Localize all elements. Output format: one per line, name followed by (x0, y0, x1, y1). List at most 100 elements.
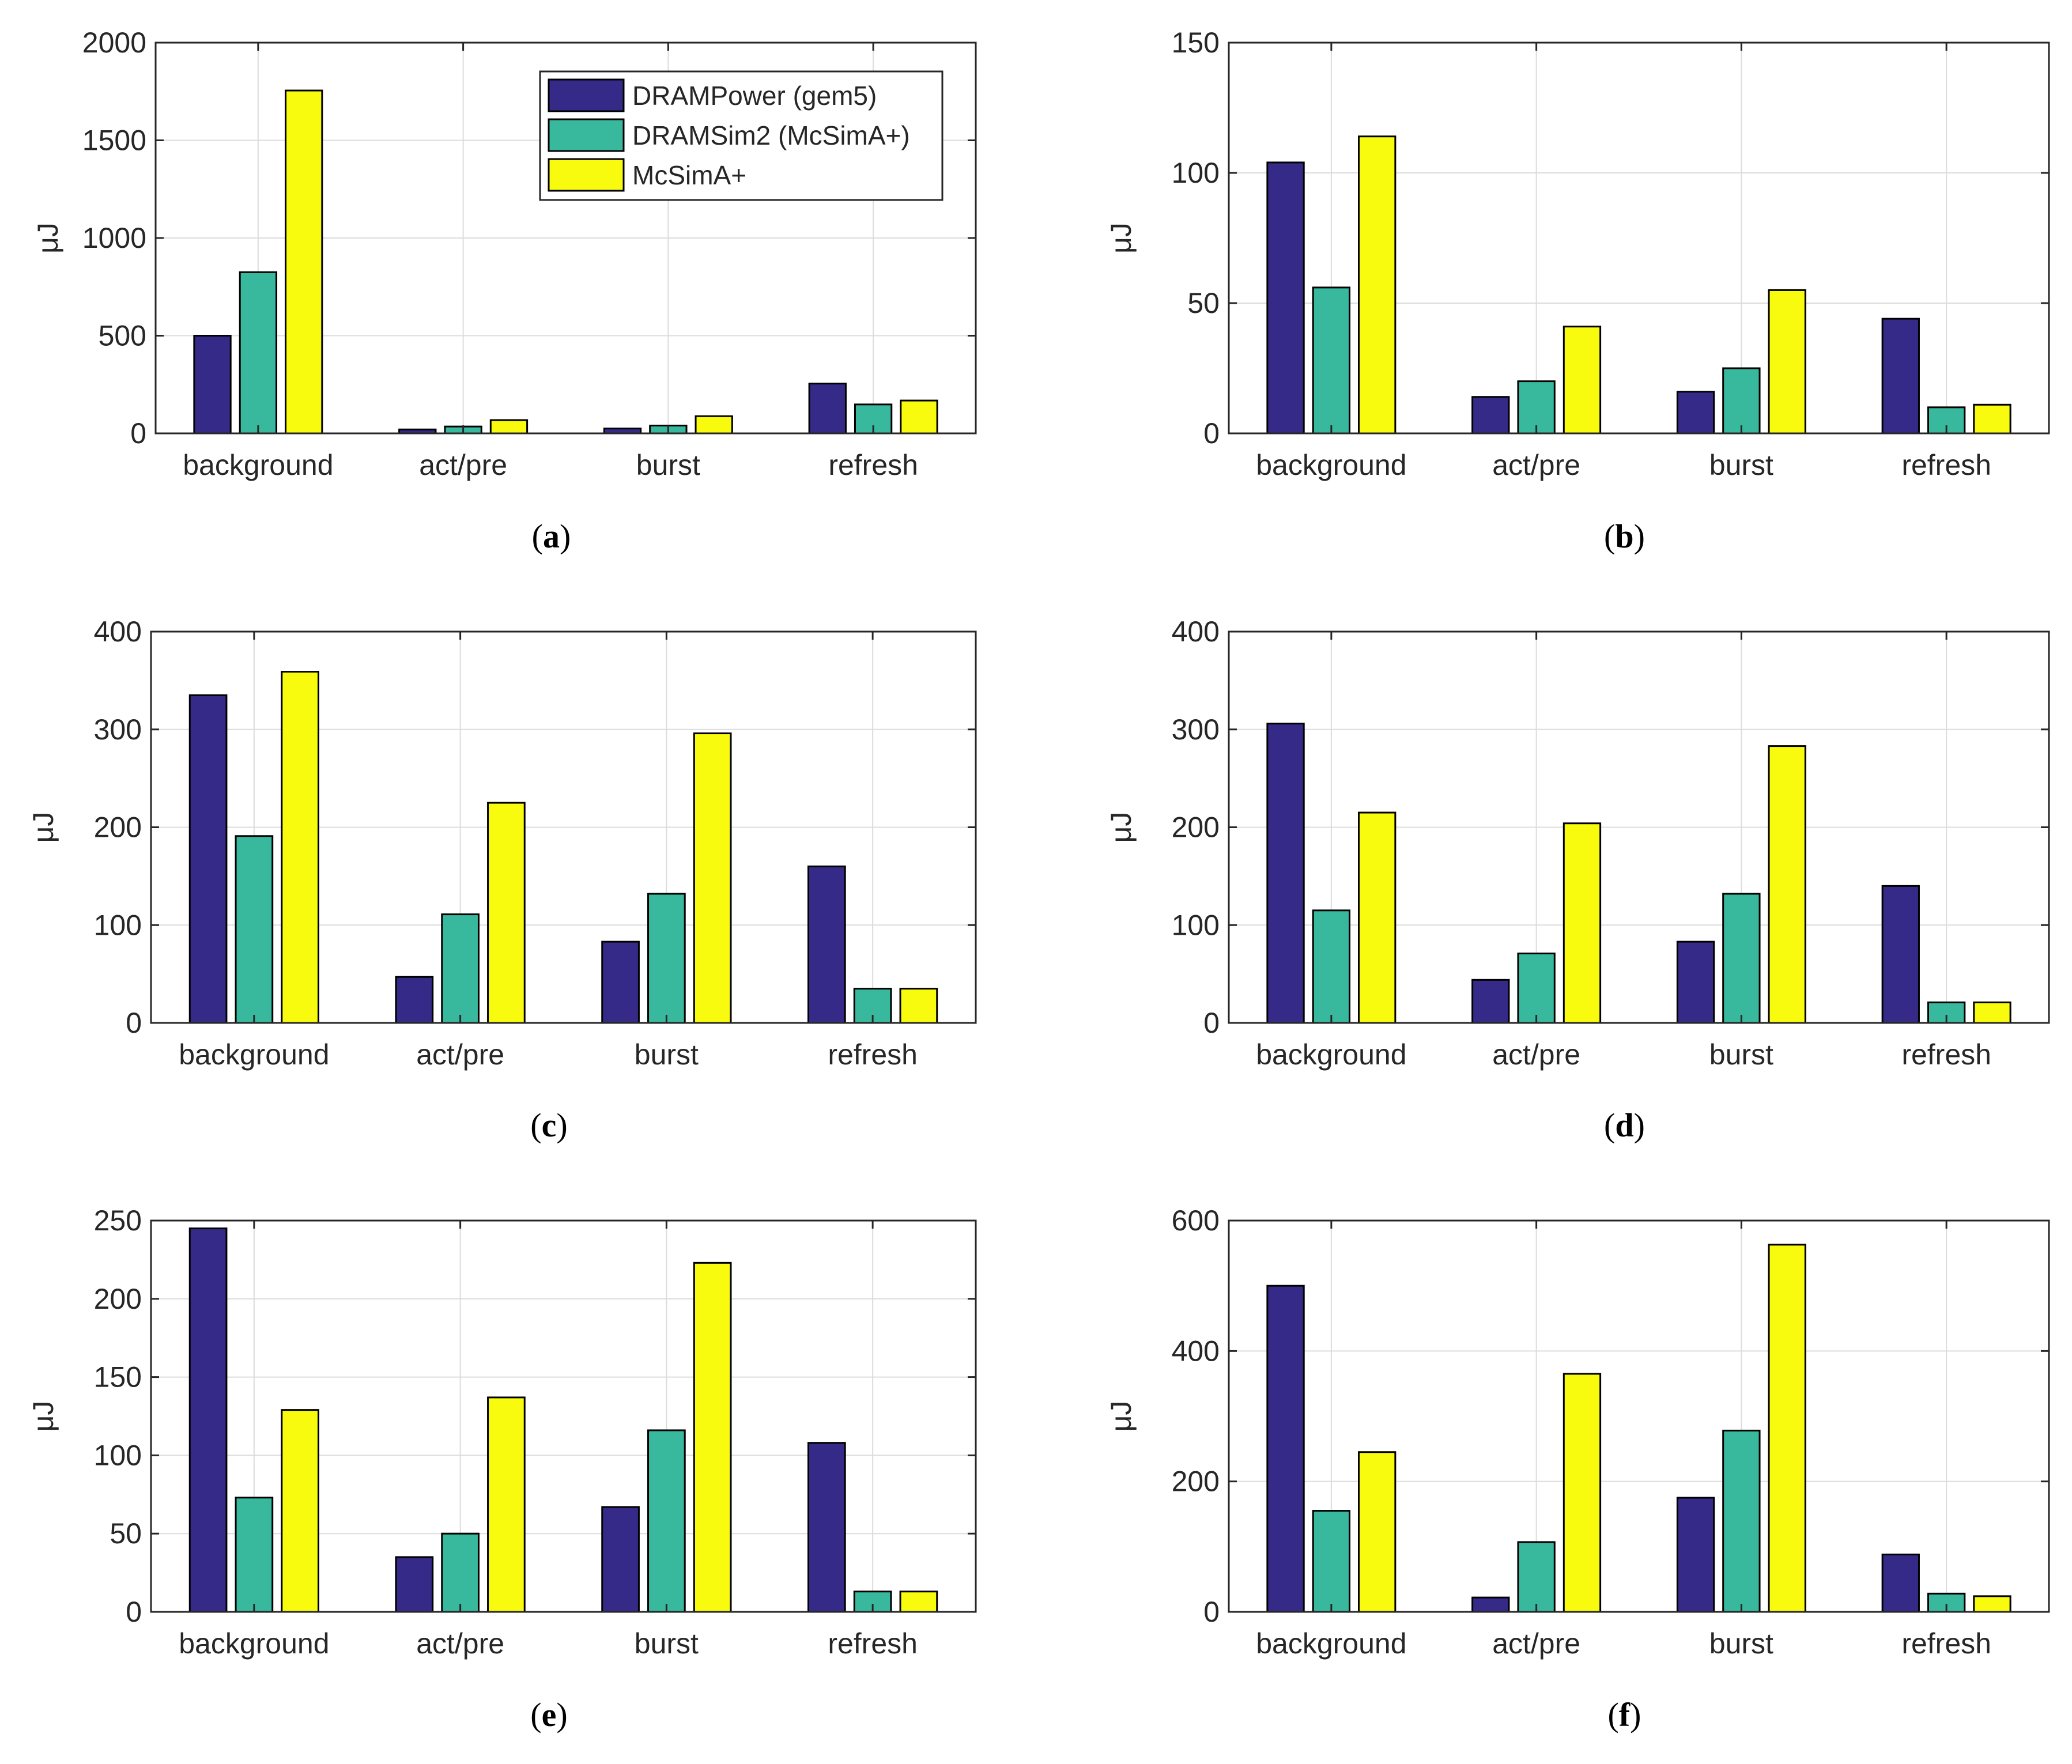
bar-d-series0-cat3 (1881, 885, 1920, 1024)
x-category-label: burst (1709, 1038, 1773, 1071)
bar-c-series1-cat0 (235, 835, 274, 1024)
panel-caption: (d) (1604, 1106, 1645, 1144)
y-tick-label: 200 (94, 1283, 142, 1315)
legend-swatch-2 (548, 158, 625, 192)
bar-e-series0-cat3 (807, 1442, 846, 1613)
x-category-label: burst (1709, 449, 1773, 481)
bar-f-series2-cat2 (1768, 1244, 1806, 1613)
x-category-label: refresh (828, 1038, 918, 1071)
x-category-label: refresh (828, 449, 918, 481)
legend-swatch-1 (548, 118, 625, 152)
caption-letter: c (542, 1106, 557, 1144)
bar-a-series2-cat3 (900, 399, 938, 435)
x-category-label: act/pre (416, 1038, 504, 1071)
y-tick-label: 1000 (82, 222, 146, 254)
legend-label-1: DRAMSim2 (McSimA+) (632, 120, 910, 150)
bar-f-series0-cat1 (1471, 1596, 1510, 1613)
plot-area (151, 1221, 976, 1612)
y-tick-label: 150 (94, 1361, 142, 1393)
bar-f-series0-cat0 (1266, 1285, 1305, 1613)
chart-panel-e: 0 50 100 150 200 250 background act/pre burst ref… (27, 1204, 977, 1733)
bar-f-series1-cat3 (1927, 1592, 1966, 1613)
bar-f-series1-cat1 (1517, 1541, 1556, 1613)
y-tick-label: 2000 (82, 27, 146, 59)
bar-d-series2-cat1 (1563, 822, 1602, 1024)
y-tick-label: 200 (1172, 1465, 1220, 1498)
bar-e-series2-cat1 (487, 1396, 526, 1613)
bar-a-series0-cat3 (808, 383, 847, 435)
caption-close-paren: ) (556, 1696, 567, 1733)
y-axis-label: μJ (1105, 1401, 1137, 1432)
panel-caption: (c) (530, 1106, 567, 1144)
bar-d-series2-cat0 (1358, 811, 1397, 1024)
legend: DRAMPower (gem5) DRAMSim2 (McSimA+) McSimA… (539, 70, 943, 201)
bar-e-series0-cat2 (601, 1506, 640, 1613)
x-category-label: refresh (1901, 1038, 1991, 1071)
x-category-label: act/pre (419, 449, 507, 481)
x-category-label: burst (1709, 1627, 1773, 1660)
y-tick-label: 300 (1172, 713, 1220, 746)
x-category-label: burst (635, 1038, 699, 1071)
bar-a-series0-cat0 (193, 335, 232, 435)
x-category-label: background (179, 1038, 329, 1071)
plot-area (1229, 1221, 2049, 1612)
caption-open-paren: ( (532, 518, 543, 555)
x-category-label: background (179, 1627, 329, 1660)
y-tick-label: 500 (99, 320, 146, 352)
caption-open-paren: ( (1604, 1106, 1615, 1144)
bar-e-series1-cat1 (441, 1532, 480, 1613)
y-tick-label: 0 (126, 1596, 142, 1628)
bar-b-series2-cat3 (1973, 403, 2011, 435)
bar-d-series0-cat2 (1676, 940, 1715, 1024)
bar-a-series2-cat0 (285, 89, 323, 435)
bar-c-series2-cat1 (487, 802, 526, 1024)
bar-e-series2-cat0 (281, 1409, 319, 1613)
bar-e-series2-cat2 (693, 1261, 732, 1613)
y-tick-label: 0 (1203, 417, 1220, 450)
x-category-label: background (1256, 449, 1406, 481)
y-tick-label: 200 (94, 811, 142, 844)
x-category-label: act/pre (416, 1627, 504, 1660)
caption-close-paren: ) (1630, 1696, 1641, 1733)
y-tick-label: 400 (1172, 1335, 1220, 1367)
y-tick-label: 400 (1172, 615, 1220, 648)
y-tick-label: 200 (1172, 811, 1220, 844)
y-tick-label: 0 (1203, 1007, 1220, 1039)
y-tick-label: 50 (1187, 287, 1220, 319)
caption-letter: d (1615, 1106, 1633, 1144)
bar-c-series2-cat0 (281, 671, 319, 1024)
bar-b-series1-cat2 (1722, 367, 1761, 435)
x-category-label: act/pre (1492, 1038, 1580, 1071)
plot-area (1229, 43, 2049, 433)
bar-b-series1-cat1 (1517, 380, 1556, 435)
legend-swatch-0 (548, 78, 625, 112)
caption-open-paren: ( (1604, 518, 1615, 555)
x-category-label: background (1256, 1627, 1406, 1660)
bar-c-series0-cat3 (807, 865, 846, 1024)
y-tick-label: 100 (1172, 909, 1220, 941)
bar-f-series1-cat2 (1722, 1429, 1761, 1613)
bar-a-series1-cat0 (239, 271, 278, 435)
panel-caption: (a) (532, 518, 571, 555)
bar-b-series0-cat1 (1471, 396, 1510, 435)
caption-letter: f (1619, 1696, 1631, 1733)
y-axis-label: μJ (1105, 222, 1137, 254)
bar-b-series2-cat1 (1563, 326, 1602, 435)
bar-f-series2-cat0 (1358, 1451, 1397, 1613)
bar-c-series1-cat2 (647, 893, 686, 1024)
bar-c-series2-cat2 (693, 732, 732, 1024)
caption-close-paren: ) (556, 1106, 567, 1144)
x-category-label: burst (636, 449, 700, 481)
y-tick-label: 600 (1172, 1204, 1220, 1237)
bar-c-series0-cat2 (601, 940, 640, 1024)
y-axis-label: μJ (27, 812, 59, 843)
bar-a-series2-cat2 (695, 415, 733, 435)
x-category-label: refresh (828, 1627, 918, 1660)
chart-panel-b: 0 50 100 150 background act/pre burst refresh μJ… (1105, 27, 2050, 555)
x-category-label: refresh (1901, 1627, 1991, 1660)
caption-close-paren: ) (560, 518, 571, 555)
y-tick-label: 1500 (82, 124, 146, 157)
bar-d-series0-cat1 (1471, 979, 1510, 1024)
y-tick-label: 100 (94, 1439, 142, 1471)
bar-a-series2-cat1 (489, 419, 529, 435)
